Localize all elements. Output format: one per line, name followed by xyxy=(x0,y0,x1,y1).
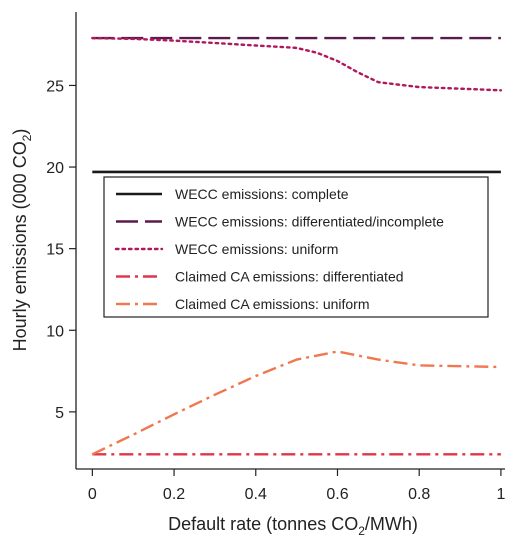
series-layer xyxy=(91,36,503,456)
y-tick-label: 20 xyxy=(46,160,64,177)
legend-items: WECC emissions: complete WECC emissions: … xyxy=(114,186,444,312)
legend-label-4: Claimed CA emissions: differentiated xyxy=(175,269,404,285)
x-ticks: 0 0.2 0.4 0.6 0.8 1 xyxy=(88,469,505,503)
x-tick-label: 0.2 xyxy=(163,486,185,503)
y-tick-label: 15 xyxy=(46,242,64,259)
legend: WECC emissions: complete WECC emissions: … xyxy=(103,176,489,318)
x-tick-label: 0 xyxy=(88,486,97,503)
x-tick-label: 0.6 xyxy=(326,486,348,503)
legend-label-1: WECC emissions: complete xyxy=(175,186,349,202)
x-tick-label: 0.4 xyxy=(245,486,267,503)
legend-box xyxy=(103,176,489,318)
y-ticks: 5 10 15 20 25 xyxy=(46,78,76,422)
legend-label-2: WECC emissions: differentiated/incomplet… xyxy=(175,214,444,230)
y-tick-label: 10 xyxy=(46,323,64,340)
legend-label-3: WECC emissions: uniform xyxy=(175,241,338,257)
y-tick-label: 25 xyxy=(46,78,64,95)
y-tick-label: 5 xyxy=(55,405,64,422)
x-tick-label: 1 xyxy=(496,486,505,503)
series-line-3 xyxy=(91,36,503,92)
x-axis-title: Default rate (tonnes CO2/MWh) xyxy=(168,514,418,538)
legend-label-5: Claimed CA emissions: uniform xyxy=(175,296,370,312)
x-tick-label: 0.8 xyxy=(408,486,430,503)
y-axis-title: Hourly emissions (000 CO2) xyxy=(10,129,34,352)
series-line-5 xyxy=(91,350,501,456)
